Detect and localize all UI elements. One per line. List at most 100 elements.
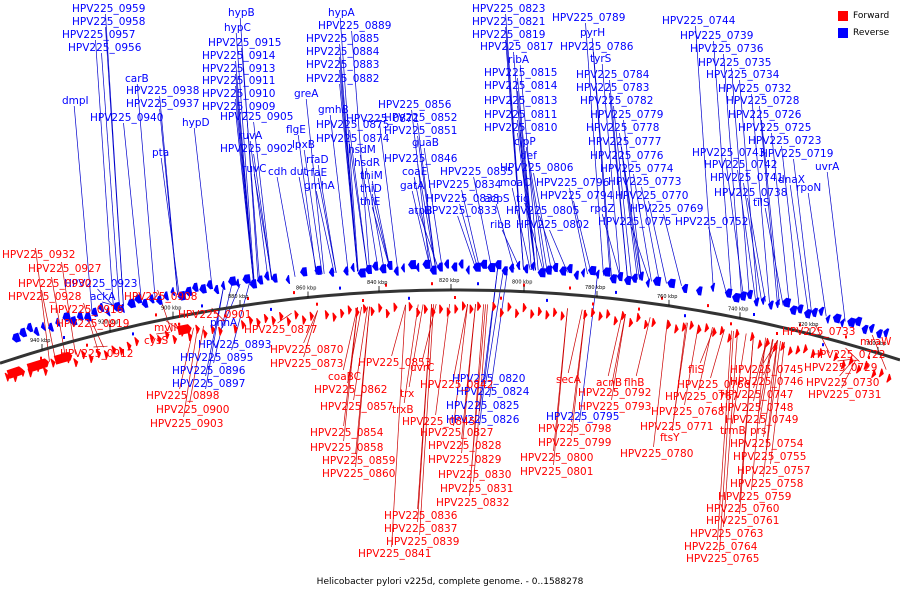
forward-gene-label: HPV225_0853 xyxy=(358,357,431,369)
leader-line xyxy=(517,132,536,271)
reverse-gene-label: HPV225_0820 xyxy=(452,373,525,385)
forward-gene-label: HPV225_0792 xyxy=(578,387,651,399)
forward-gene-174 xyxy=(522,303,527,313)
small-feature xyxy=(293,291,295,295)
leader-line xyxy=(160,157,180,295)
reverse-gene-label: HPV225_0846 xyxy=(384,153,458,165)
reverse-gene-label: HPV225_0811 xyxy=(484,109,557,121)
leader-line xyxy=(524,203,544,271)
reverse-gene-label: HPV225_0810 xyxy=(484,122,557,134)
reverse-gene-20 xyxy=(156,295,163,305)
reverse-gene-47 xyxy=(386,260,393,270)
leader-line xyxy=(89,316,104,348)
leader-line xyxy=(408,304,424,388)
forward-gene-203 xyxy=(772,343,778,353)
forward-gene-146 xyxy=(286,317,292,327)
leader-line xyxy=(371,193,391,270)
reverse-gene-107 xyxy=(854,316,863,327)
leader-line xyxy=(763,340,778,478)
forward-gene-label: mviN xyxy=(154,322,181,334)
forward-gene-137 xyxy=(210,324,216,335)
reverse-gene-108 xyxy=(861,324,869,335)
reverse-gene-45 xyxy=(372,261,379,271)
reverse-gene-42 xyxy=(350,263,355,273)
reverse-gene-label: HPV225_0796 xyxy=(536,177,610,189)
reverse-gene-74 xyxy=(580,268,586,278)
leader-line xyxy=(479,268,498,426)
forward-gene-label: HPV225_0761 xyxy=(706,515,779,527)
reverse-gene-label: HPV225_0775 xyxy=(598,216,671,228)
forward-gene-158 xyxy=(385,309,390,319)
forward-gene-label: HPV225_0916 xyxy=(50,304,124,316)
forward-gene-label: HPV225_0800 xyxy=(520,452,593,464)
leader-line xyxy=(611,314,626,387)
leader-line xyxy=(353,306,368,401)
small-feature xyxy=(707,304,709,308)
tick-label: 820 kbp xyxy=(439,278,459,284)
reverse-gene-24 xyxy=(184,286,193,297)
forward-gene-210 xyxy=(833,352,839,362)
reverse-gene-30 xyxy=(228,276,237,286)
forward-gene-139 xyxy=(233,324,238,334)
leader-line xyxy=(826,171,846,322)
tick-label: 880 kbp xyxy=(228,294,248,300)
reverse-gene-2 xyxy=(26,322,34,333)
forward-gene-184 xyxy=(613,316,618,326)
small-feature xyxy=(868,356,870,360)
forward-gene-label: HPV225_0919 xyxy=(56,318,129,330)
leader-line xyxy=(591,37,611,277)
leader-line xyxy=(619,132,638,280)
small-feature xyxy=(385,283,387,287)
reverse-gene-73 xyxy=(573,270,579,280)
reverse-gene-39 xyxy=(314,265,322,275)
forward-gene-label: HPV225_0754 xyxy=(730,438,804,450)
forward-gene-148 xyxy=(301,315,307,325)
reverse-gene-29 xyxy=(220,280,226,290)
reverse-gene-label: HPV225_0958 xyxy=(72,16,145,28)
forward-gene-141 xyxy=(248,316,254,326)
leader-line xyxy=(235,111,254,283)
forward-gene-125 xyxy=(111,345,117,355)
reverse-gene-label: HPV225_0782 xyxy=(580,95,653,107)
forward-gene-156 xyxy=(370,306,375,316)
forward-gene-204 xyxy=(780,341,786,351)
reverse-gene-62 xyxy=(494,260,502,270)
leader-line xyxy=(297,134,317,275)
forward-gene-label: acnB xyxy=(596,377,622,389)
forward-gene-128 xyxy=(134,337,140,347)
forward-gene-label: HPV225_0763 xyxy=(690,528,763,540)
reverse-gene-label: HPV225_0742 xyxy=(704,159,777,171)
leader-line xyxy=(553,308,568,466)
reverse-gene-90 xyxy=(732,292,741,303)
reverse-gene-label: HPV225_0885 xyxy=(306,33,379,45)
scale-ticks: 940 kbp 920 kbp 900 kbp 880 kbp 860 kbp 840 k… xyxy=(30,278,886,354)
leader-line xyxy=(83,302,98,349)
leader-line xyxy=(601,63,621,278)
leader-line xyxy=(156,331,171,335)
genome-backbone xyxy=(0,288,900,365)
leader-line xyxy=(123,122,142,303)
reverse-gene-52 xyxy=(422,259,431,269)
leader-line xyxy=(571,309,586,437)
reverse-gene-label: gmhB xyxy=(318,104,349,116)
forward-gene-label: prs xyxy=(750,425,766,437)
reverse-gene-label: hypB xyxy=(228,7,255,19)
leader-line xyxy=(303,310,318,358)
small-feature xyxy=(638,307,640,311)
leader-line xyxy=(189,325,204,404)
tick-label: 760 kbp xyxy=(657,294,677,300)
leader-line xyxy=(317,164,337,273)
reverse-gene-17 xyxy=(134,293,143,304)
reverse-gene-28 xyxy=(213,284,220,295)
leader-line xyxy=(485,268,504,385)
reverse-gene-34 xyxy=(256,275,264,285)
reverse-gene-label: HPV225_0882 xyxy=(306,73,379,85)
forward-gene-198 xyxy=(727,333,732,343)
forward-gene-179 xyxy=(560,311,565,321)
reverse-gene-label: HPV225_0719 xyxy=(760,148,833,160)
legend-reverse-label: Reverse xyxy=(853,27,890,38)
reverse-gene-95 xyxy=(768,300,774,310)
forward-gene-164 xyxy=(439,304,444,314)
forward-gene-label: HPV225_0749 xyxy=(725,414,798,426)
reverse-gene-label: rfaE xyxy=(306,167,327,179)
